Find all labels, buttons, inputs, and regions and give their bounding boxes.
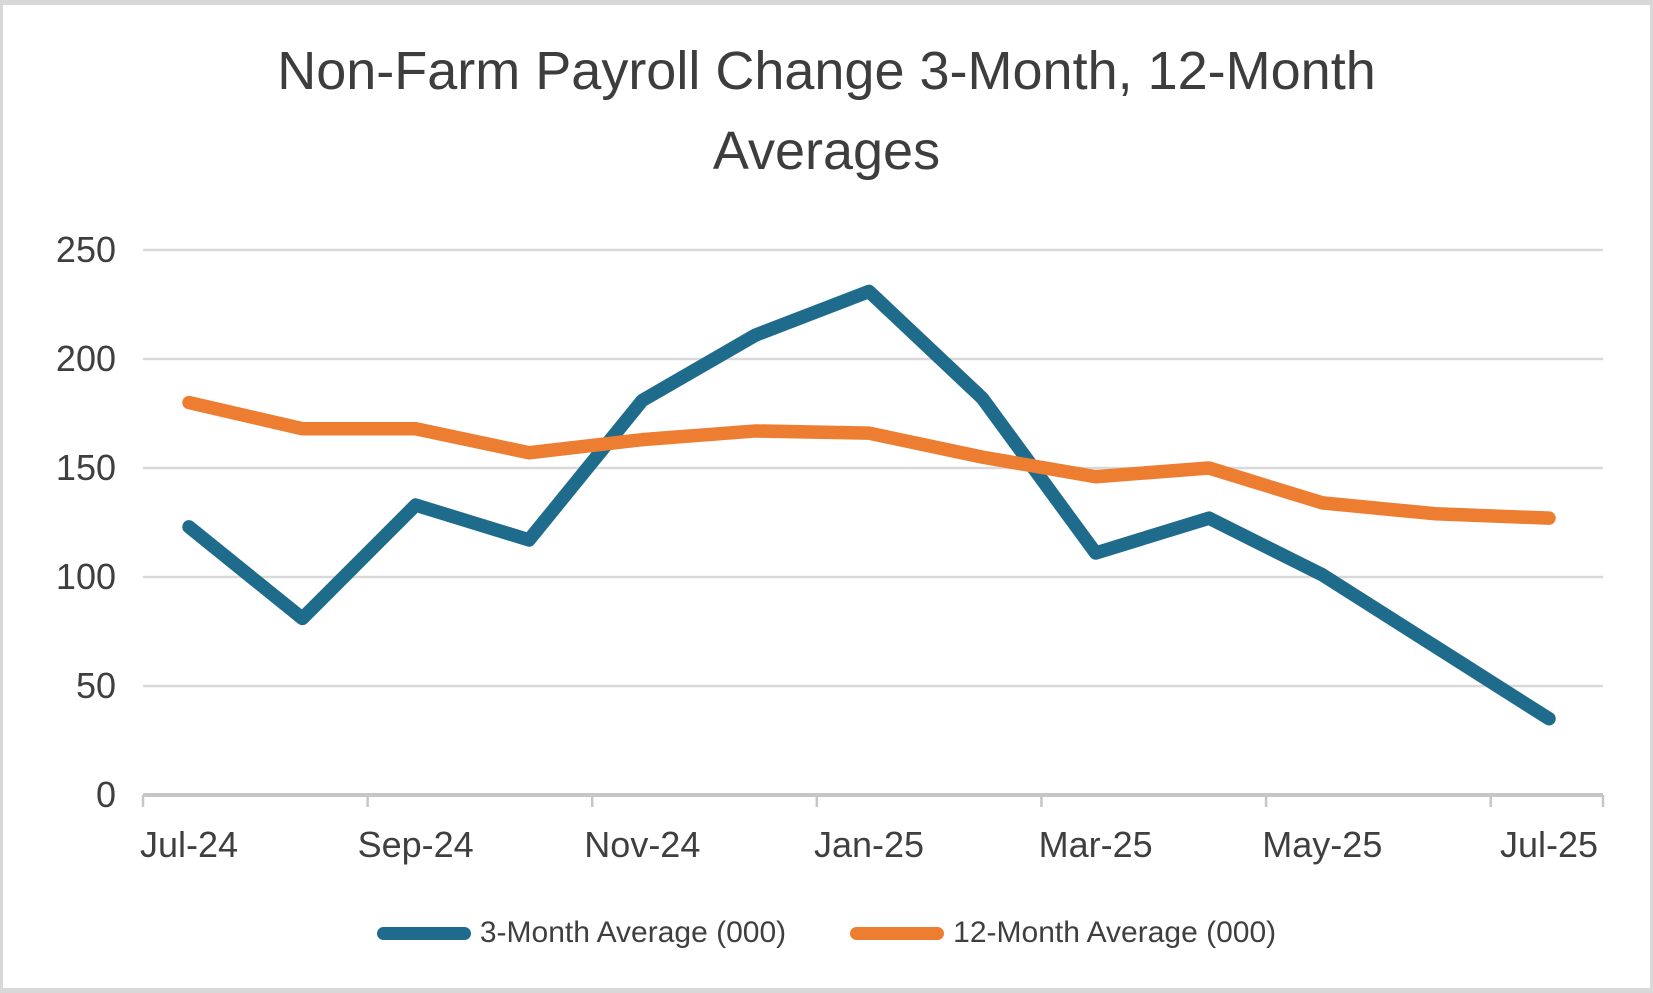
x-axis-label: Jul-24 bbox=[140, 824, 238, 865]
line-chart-plot: 0 50 100 150 200 250 Jul-24 Sep-24 Nov-24 Jan-25 M… bbox=[56, 229, 1605, 865]
chart-title-text: Non-Farm Payroll Change 3-Month, 12-Mont… bbox=[277, 41, 1376, 181]
legend-label-3-month: 3-Month Average (000) bbox=[479, 916, 787, 949]
x-axis-label: Sep-24 bbox=[358, 824, 474, 865]
y-axis-label: 50 bbox=[76, 665, 116, 706]
chart-title: Non-Farm Payroll Change 3-Month, 12-Mont… bbox=[3, 31, 1650, 191]
y-axis-label: 150 bbox=[56, 447, 116, 488]
y-axis-label: 0 bbox=[96, 774, 116, 815]
legend-item-12-month: 12-Month Average (000) bbox=[850, 916, 1276, 950]
series-line-3-month bbox=[182, 284, 1556, 726]
series-line-12-month bbox=[182, 395, 1556, 525]
legend-swatch-3-month bbox=[376, 926, 471, 940]
x-axis-label: Mar-25 bbox=[1039, 824, 1153, 865]
x-axis-label: Nov-24 bbox=[584, 824, 700, 865]
x-axis-label: Jan-25 bbox=[814, 824, 924, 865]
chart-legend: 3-Month Average (000) 12-Month Average (… bbox=[3, 910, 1650, 956]
legend-label-12-month: 12-Month Average (000) bbox=[953, 916, 1277, 949]
x-axis-label: Jul-25 bbox=[1500, 824, 1598, 865]
x-axis-label: May-25 bbox=[1262, 824, 1382, 865]
legend-swatch-12-month bbox=[850, 926, 945, 940]
y-axis-label: 100 bbox=[56, 556, 116, 597]
y-axis-label: 200 bbox=[56, 338, 116, 379]
y-axis-label: 250 bbox=[56, 229, 116, 270]
legend-item-3-month: 3-Month Average (000) bbox=[376, 916, 787, 950]
